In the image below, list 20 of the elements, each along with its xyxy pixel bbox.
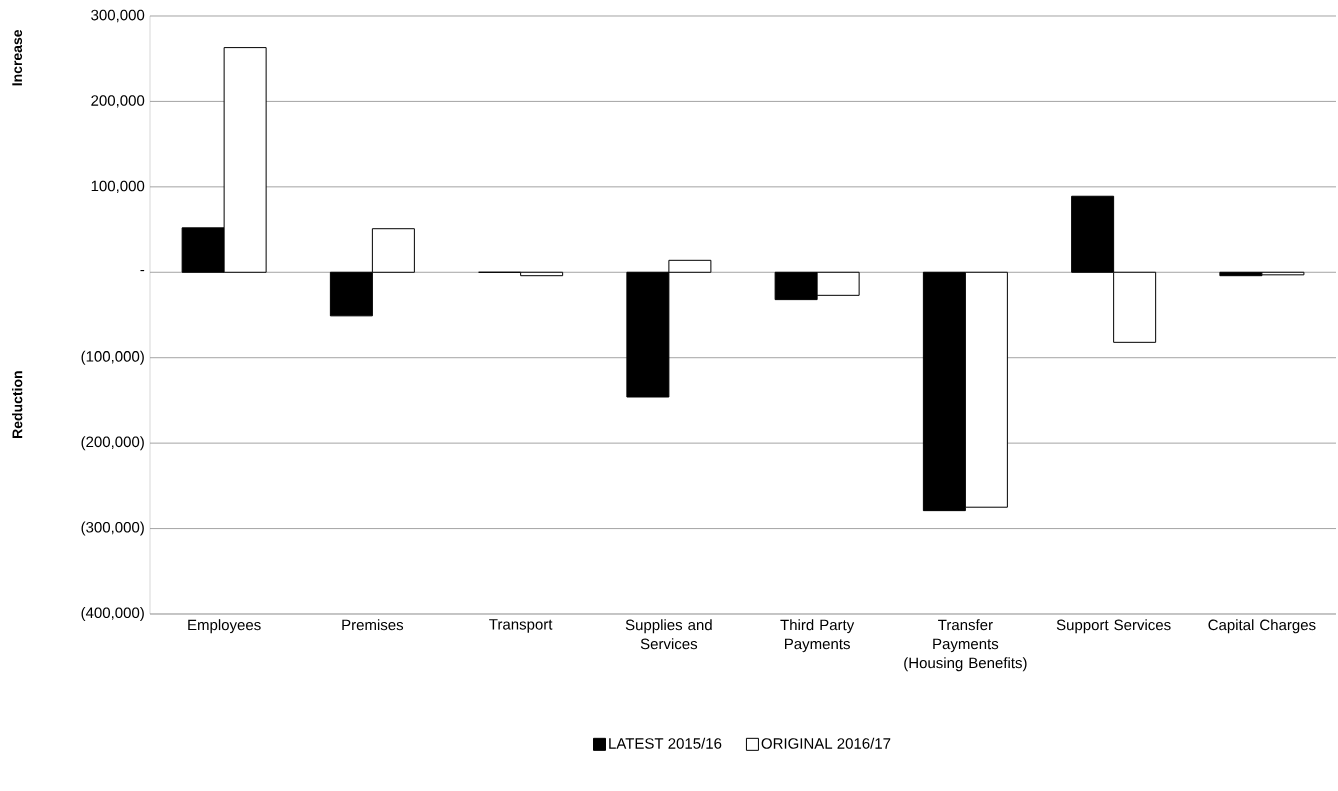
- y-tick-label: 300,000: [91, 9, 145, 23]
- x-tick-label: Supplies and Services: [625, 619, 712, 650]
- y-tick-label: (200,000): [81, 436, 144, 451]
- x-tick-label: Third Party Payments: [780, 619, 855, 653]
- x-tick-label: Premises: [342, 619, 404, 631]
- x-tick-label: Employees: [188, 619, 261, 634]
- legend-label: LATEST 2015/16: [609, 737, 722, 749]
- x-tick-label: Support Services: [1056, 619, 1171, 634]
- y-tick-label: (100,000): [81, 350, 144, 365]
- text: Increase: [12, 29, 23, 86]
- y-tick-label: -: [140, 269, 145, 272]
- y-tick-label: (400,000): [81, 607, 144, 621]
- y-tick-label: 200,000: [91, 95, 145, 108]
- x-tick-label: Transport: [489, 619, 553, 633]
- x-tick-label: Transfer Payments (Housing Benefits): [904, 619, 1027, 672]
- text: Reduction: [12, 371, 23, 438]
- legend-label: ORIGINAL 2016/17: [761, 737, 891, 749]
- y-tick-label: (300,000): [81, 521, 144, 536]
- y-tick-label: 100,000: [91, 180, 145, 194]
- x-tick-label: Capital Charges: [1208, 619, 1316, 634]
